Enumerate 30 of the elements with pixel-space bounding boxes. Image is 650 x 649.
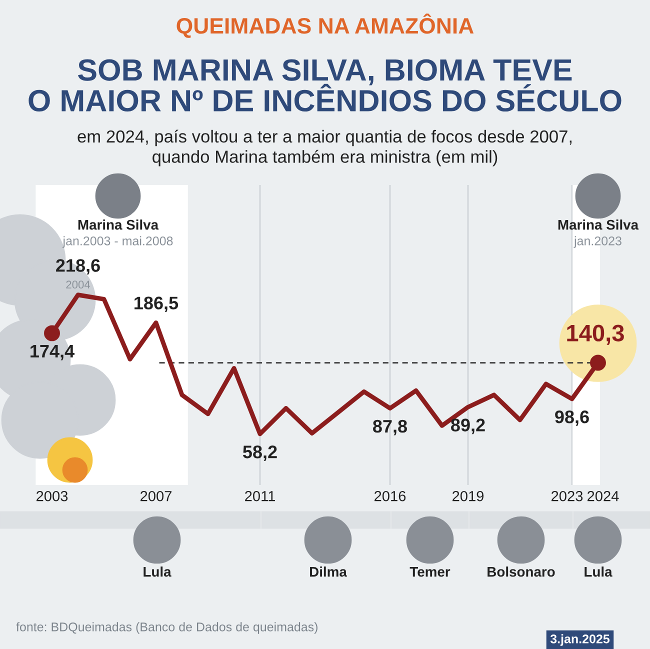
data-label: 58,2 — [242, 446, 277, 461]
source-note: fonte: BDQueimadas (Banco de Dados de queimadas) — [16, 622, 318, 634]
x-tick-label: 2019 — [452, 490, 484, 502]
chart-subtitle: em 2024, país voltou a ter a maior quantia de focos desde 2007, quando Marina também era ministra (em mil) — [78, 130, 572, 166]
data-label: 218,6 — [56, 259, 100, 274]
data-label: 186,5 — [134, 296, 178, 312]
band-label: Marina Silva — [558, 220, 639, 230]
x-tick-label: 2011 — [245, 490, 275, 502]
text: QUEIMADAS NA AMAZÔNIA — [176, 14, 474, 38]
text: Lula — [584, 566, 612, 577]
data-label: 98,6 — [555, 410, 589, 426]
data-label: 87,8 — [373, 420, 408, 436]
x-tick-label: 2007 — [140, 490, 172, 502]
chart-title: SOB MARINA SILVA, BIOMA TEVE O MAIOR Nº DE INCÊNDIOS DO SÉCULO — [28, 59, 622, 112]
x-tick-label: 2003 — [36, 490, 68, 502]
data-label: 89,2 — [451, 418, 485, 434]
x-tick-label: 2023 — [552, 490, 583, 502]
data-label: 140,3 — [567, 324, 624, 345]
text: Dilma — [310, 566, 347, 577]
band-label: Marina Silva — [78, 220, 159, 230]
text: 3.jan.2025 — [550, 634, 610, 646]
text: Bolsonaro — [488, 566, 555, 577]
x-tick-label: 2024 — [588, 490, 619, 502]
text: jan.2003 - mai.2008 — [62, 236, 173, 248]
data-label: 174,4 — [30, 344, 74, 360]
x-tick-label: 2016 — [374, 490, 406, 502]
annotation: 2004 — [66, 280, 90, 289]
text: jan.2023 — [574, 236, 622, 248]
text: Temer — [410, 567, 450, 577]
text: Lula — [144, 566, 172, 577]
